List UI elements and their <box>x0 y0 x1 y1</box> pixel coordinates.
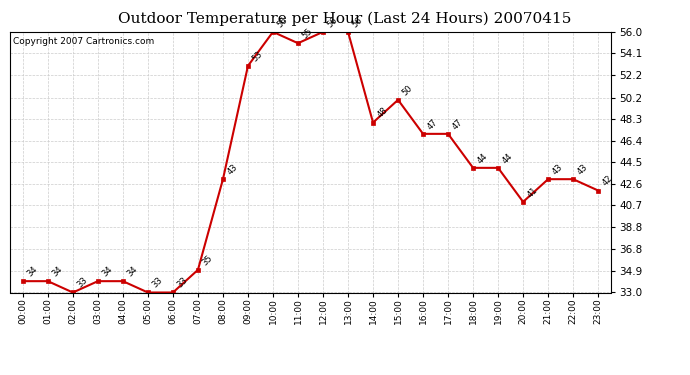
Text: 33: 33 <box>176 276 190 290</box>
Text: 55: 55 <box>301 27 315 40</box>
Text: Outdoor Temperature per Hour (Last 24 Hours) 20070415: Outdoor Temperature per Hour (Last 24 Ho… <box>118 11 572 26</box>
Text: 56: 56 <box>326 15 339 29</box>
Text: 50: 50 <box>401 83 415 97</box>
Text: 44: 44 <box>501 151 515 165</box>
Text: 47: 47 <box>451 117 465 131</box>
Text: 47: 47 <box>426 117 440 131</box>
Text: Copyright 2007 Cartronics.com: Copyright 2007 Cartronics.com <box>13 37 155 46</box>
Text: 42: 42 <box>601 174 615 188</box>
Text: 43: 43 <box>576 162 590 176</box>
Text: 34: 34 <box>26 264 39 278</box>
Text: 34: 34 <box>101 264 115 278</box>
Text: 56: 56 <box>351 15 365 29</box>
Text: 41: 41 <box>526 185 540 199</box>
Text: 35: 35 <box>201 253 215 267</box>
Text: 43: 43 <box>551 162 565 176</box>
Text: 43: 43 <box>226 162 239 176</box>
Text: 33: 33 <box>76 276 90 290</box>
Text: 48: 48 <box>376 106 390 120</box>
Text: 33: 33 <box>150 276 165 290</box>
Text: 56: 56 <box>276 15 290 29</box>
Text: 44: 44 <box>476 151 490 165</box>
Text: 34: 34 <box>50 264 65 278</box>
Text: 34: 34 <box>126 264 139 278</box>
Text: 53: 53 <box>250 49 265 63</box>
